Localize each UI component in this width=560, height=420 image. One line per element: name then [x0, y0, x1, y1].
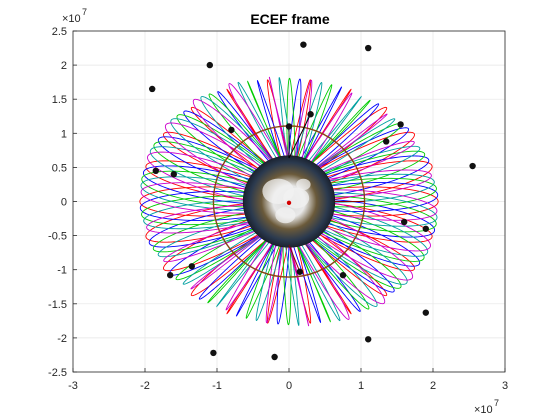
x-tick-label: 2 [430, 380, 436, 392]
earth [243, 156, 335, 248]
y-tick-label: -2 [57, 333, 67, 345]
satellite-point [383, 138, 389, 144]
x-tick-label: 0 [286, 380, 292, 392]
y-tick-label: 1.5 [52, 94, 67, 106]
earth-center-marker [287, 201, 291, 205]
ice-patch [296, 179, 310, 191]
chart-title: ECEF frame [250, 11, 330, 27]
y-tick-label: 2.5 [52, 26, 67, 38]
satellite-point [423, 226, 429, 232]
satellite-point [401, 219, 407, 225]
y-tick-label: 2 [61, 60, 67, 72]
x-tick-label: 1 [358, 380, 364, 392]
x-exponent-base: ×10 [474, 404, 493, 416]
satellite-point [286, 123, 292, 129]
satellite-point [469, 163, 475, 169]
satellite-point [153, 168, 159, 174]
satellite-point [171, 171, 177, 177]
y-exponent: ×10 7 [62, 7, 87, 25]
y-tick-label: -1 [57, 265, 67, 277]
satellite-point [365, 45, 371, 51]
y-tick-label: -2.5 [48, 367, 67, 379]
x-exponent: ×10 7 [474, 398, 499, 416]
ice-patch [275, 207, 295, 223]
satellite-point [340, 272, 346, 278]
x-tick-label: 3 [502, 380, 508, 392]
y-tick-label: 0 [61, 197, 67, 209]
plot-area [73, 31, 505, 372]
satellite-point [210, 350, 216, 356]
y-tick-label: 0.5 [52, 162, 67, 174]
y-exponent-power: 7 [82, 7, 87, 17]
y-tick-label: -0.5 [48, 231, 67, 243]
ice-patch [283, 188, 309, 209]
satellite-point [228, 127, 234, 133]
y-exponent-base: ×10 [62, 13, 81, 25]
satellite-point [397, 121, 403, 127]
satellite-point [423, 309, 429, 315]
satellite-point [167, 272, 173, 278]
satellite-point [297, 269, 303, 275]
x-tick-label: -3 [68, 380, 78, 392]
x-tick-label: -1 [212, 380, 222, 392]
satellite-point [300, 41, 306, 47]
satellite-point [189, 263, 195, 269]
satellite-point [207, 62, 213, 68]
x-exponent-power: 7 [494, 398, 499, 408]
y-tick-label: -1.5 [48, 299, 67, 311]
x-tick-label: -2 [140, 380, 150, 392]
satellite-point [365, 336, 371, 342]
satellite-point [271, 354, 277, 360]
satellite-point [307, 111, 313, 117]
satellite-point [149, 86, 155, 92]
y-tick-label: 1 [61, 128, 67, 140]
